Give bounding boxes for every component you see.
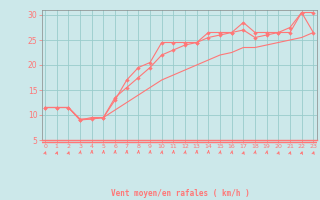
Text: Vent moyen/en rafales ( km/h ): Vent moyen/en rafales ( km/h ): [111, 189, 250, 198]
